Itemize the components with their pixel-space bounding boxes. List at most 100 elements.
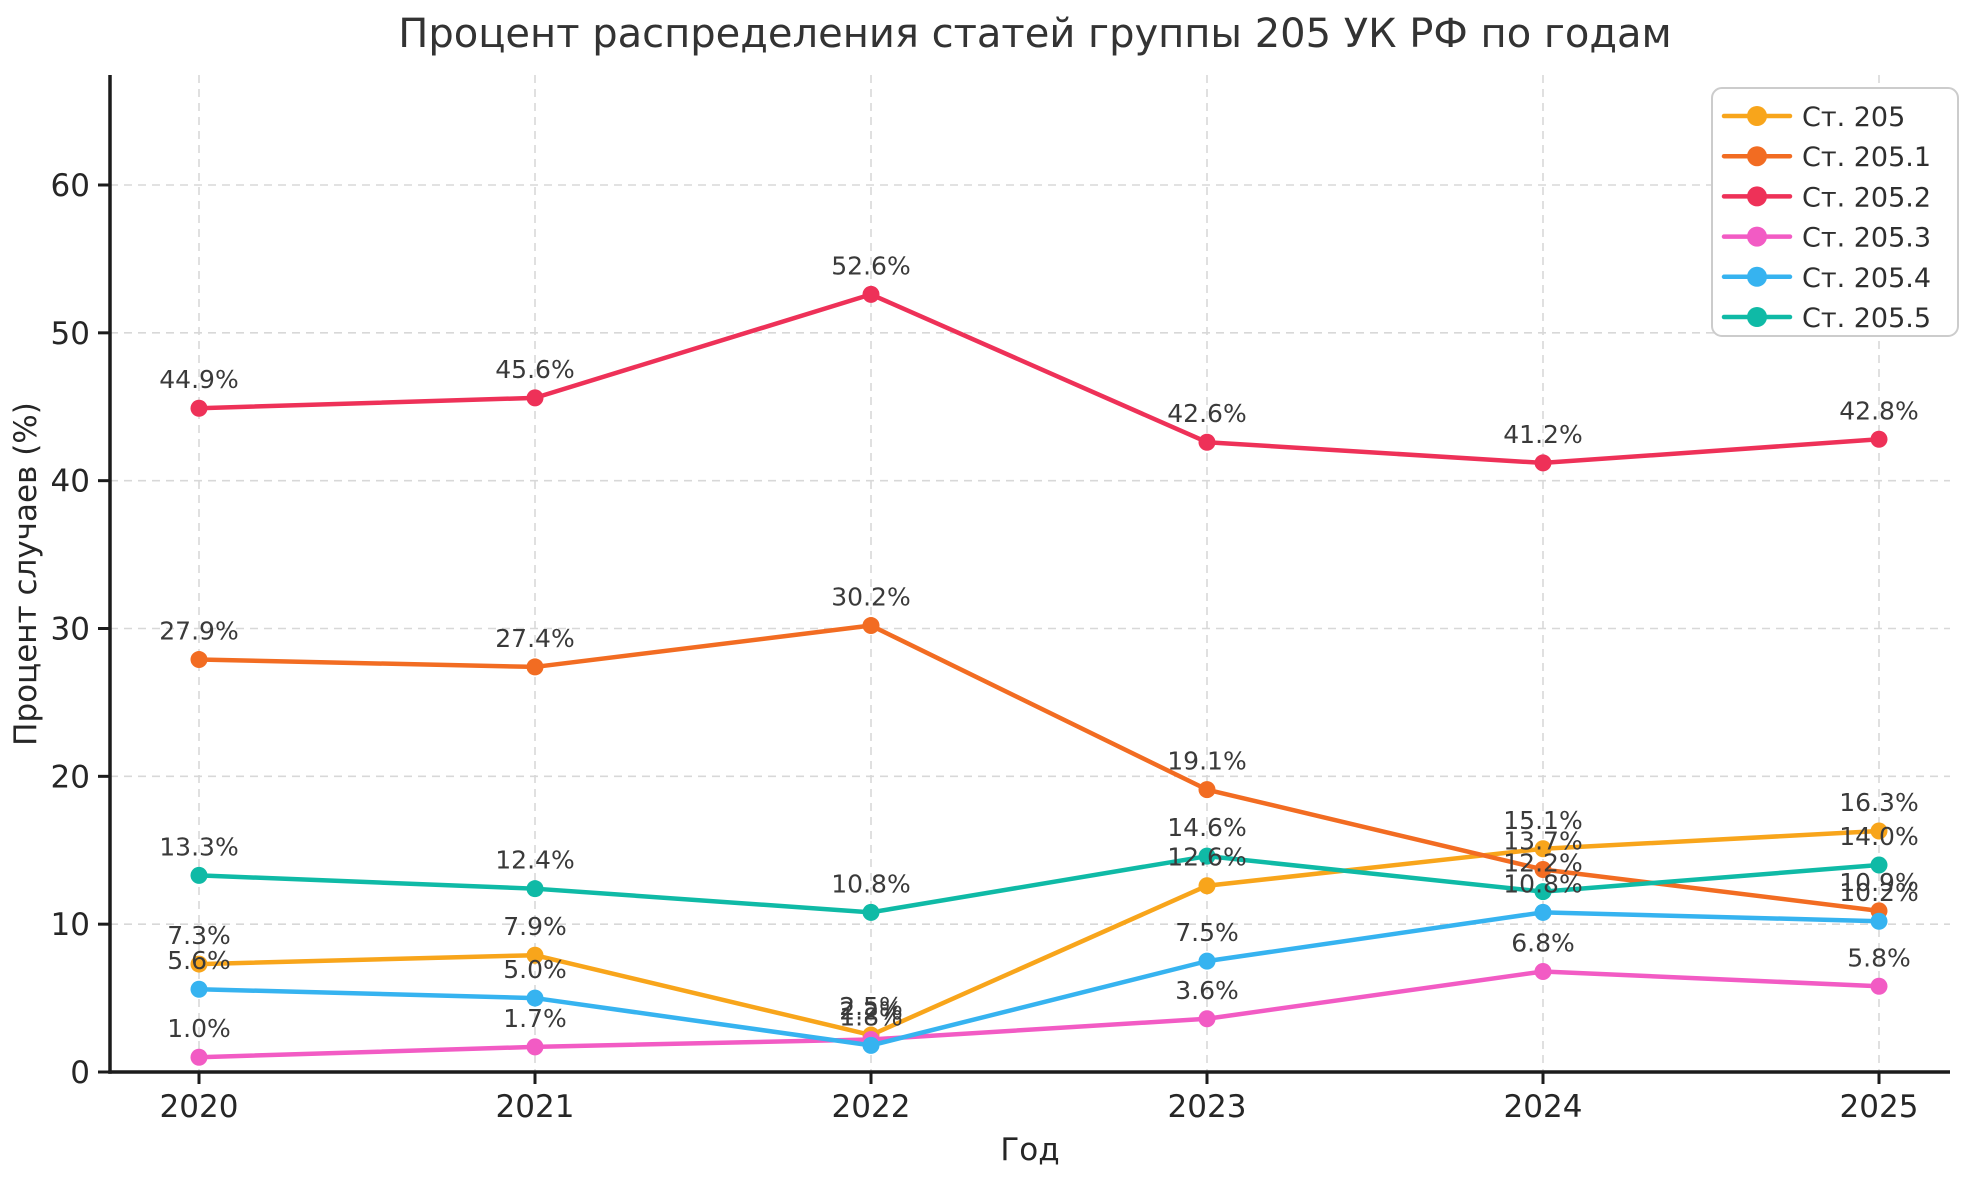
x-tick-label-2022: 2022: [832, 1089, 911, 1125]
point-label-ст-205-3-2025: 5.8%: [1847, 943, 1911, 972]
series-marker-ст-205-2-2021: [526, 389, 544, 407]
point-label-ст-205-3-2022: 2.2%: [839, 996, 903, 1025]
point-label-ст-205-2-2021: 45.6%: [495, 355, 574, 384]
series-marker-ст-205-2-2020: [190, 399, 208, 417]
legend-marker-ст-205: [1747, 106, 1767, 126]
y-tick-label-20: 20: [51, 759, 90, 795]
legend-marker-ст-205-1: [1747, 146, 1767, 167]
point-label-ст-205-2021: 7.9%: [503, 912, 567, 941]
point-label-ст-205-3-2023: 3.6%: [1175, 976, 1239, 1005]
point-label-ст-205-1-2021: 27.4%: [495, 624, 574, 653]
series-line-ст-205-1: [196, 623, 1882, 914]
point-label-ст-205-3-2020: 1.0%: [167, 1014, 231, 1043]
series-marker-ст-205-3-2025: [1870, 977, 1888, 995]
series-marker-ст-205-5-2023: [1198, 847, 1216, 865]
point-label-ст-205-5-2023: 14.6%: [1167, 813, 1246, 842]
legend-label-ст-205: Ст. 205: [1802, 102, 1905, 133]
point-label-ст-205-2025: 16.3%: [1839, 788, 1918, 817]
point-label-ст-205-2-2023: 42.6%: [1167, 399, 1246, 428]
point-label-ст-205-2024: 15.1%: [1503, 806, 1582, 835]
point-label-ст-205-2-2025: 42.8%: [1839, 396, 1918, 425]
y-tick-label-60: 60: [51, 168, 90, 204]
point-label-ст-205-4-2022: 1.8%: [839, 1002, 903, 1031]
series-marker-ст-205-2023: [1198, 877, 1216, 895]
point-label-ст-205-1-2024: 13.7%: [1503, 826, 1582, 855]
series-marker-ст-205-2024: [1534, 840, 1552, 858]
point-label-ст-205-4-2024: 10.8%: [1503, 869, 1582, 898]
point-label-ст-205-4-2021: 5.0%: [503, 955, 567, 984]
point-label-ст-205-2023: 12.6%: [1167, 843, 1246, 872]
series-marker-ст-205-1-2022: [862, 617, 880, 635]
series-marker-ст-205-2-2023: [1198, 433, 1216, 451]
point-label-ст-205-2-2024: 41.2%: [1503, 420, 1582, 449]
point-label-ст-205-5-2022: 10.8%: [831, 869, 910, 898]
series-marker-ст-205-1-2021: [526, 658, 544, 676]
point-label-ст-205-3-2021: 1.7%: [503, 1004, 567, 1033]
legend-marker-ст-205-3: [1747, 226, 1767, 247]
axes-layer: 0 10 20 30 40 50 60 2020 2021 2022 2023 2024 2025: [51, 75, 1950, 1125]
series-marker-ст-205-2021: [526, 946, 544, 964]
series-layer: [190, 285, 1888, 1066]
series-line-ст-205-5: [196, 853, 1882, 915]
legend-label-ст-205-1: Ст. 205.1: [1802, 142, 1931, 173]
point-label-ст-205-1-2020: 27.9%: [159, 617, 238, 646]
series-marker-ст-205-2-2022: [862, 285, 880, 303]
series-line-ст-205-3: [196, 969, 1882, 1060]
legend: Ст. 205 Ст. 205.1 Ст. 205.2 Ст. 205.3 Ст. 20…: [1711, 87, 1959, 337]
point-label-ст-205-5-2021: 12.4%: [495, 846, 574, 875]
legend-label-ст-205-2: Ст. 205.2: [1802, 182, 1931, 213]
series-marker-ст-205-4-2025: [1870, 912, 1888, 930]
point-label-ст-205-4-2023: 7.5%: [1175, 918, 1239, 947]
series-marker-ст-205-4-2020: [190, 980, 208, 998]
point-label-ст-205-1-2022: 30.2%: [831, 583, 910, 612]
legend-label-ст-205-5: Ст. 205.5: [1802, 303, 1931, 334]
legend-label-ст-205-3: Ст. 205.3: [1802, 223, 1931, 254]
x-tick-label-2021: 2021: [496, 1089, 575, 1125]
point-label-ст-205-1-2025: 10.9%: [1839, 868, 1918, 897]
point-label-ст-205-4-2025: 10.2%: [1839, 878, 1918, 907]
chart-title: Процент распределения статей группы 205 …: [398, 11, 1671, 57]
series-marker-ст-205-1-2023: [1198, 781, 1216, 799]
series-marker-ст-205-3-2020: [190, 1048, 208, 1066]
series-line-ст-205: [196, 828, 1882, 1038]
series-marker-ст-205-3-2024: [1534, 962, 1552, 980]
x-tick-label-2023: 2023: [1168, 1089, 1247, 1125]
point-label-ст-205-2-2020: 44.9%: [159, 365, 238, 394]
series-marker-ст-205-5-2021: [526, 880, 544, 898]
series-marker-ст-205-5-2022: [862, 903, 880, 921]
point-label-ст-205-2020: 7.3%: [167, 921, 231, 950]
x-tick-label-2020: 2020: [160, 1089, 239, 1125]
series-marker-ст-205-2-2025: [1870, 430, 1888, 448]
series-marker-ст-205-3-2021: [526, 1038, 544, 1056]
y-tick-label-50: 50: [51, 316, 90, 352]
grid-layer: [110, 75, 1950, 1072]
point-label-ст-205-5-2024: 12.2%: [1503, 849, 1582, 878]
series-marker-ст-205-2-2024: [1534, 454, 1552, 472]
y-axis-label: Процент случаев (%): [8, 402, 44, 746]
point-label-ст-205-4-2020: 5.6%: [167, 946, 231, 975]
x-tick-label-2025: 2025: [1840, 1089, 1919, 1125]
point-label-ст-205-5-2020: 13.3%: [159, 832, 238, 861]
series-line-ст-205-4: [196, 910, 1882, 1048]
x-tick-label-2024: 2024: [1504, 1089, 1583, 1125]
x-axis-label: Год: [1000, 1132, 1059, 1168]
point-label-ст-205-2022: 2.5%: [839, 992, 903, 1021]
series-marker-ст-205-1-2024: [1534, 860, 1552, 878]
point-labels-layer: 7.3% 7.9% 2.5% 12.6% 15.1% 16.3% 27.9% 27.4% 30.…: [159, 251, 1918, 1043]
series-marker-ст-205-4-2024: [1534, 903, 1552, 921]
series-marker-ст-205-4-2021: [526, 989, 544, 1007]
y-tick-label-30: 30: [51, 612, 90, 648]
series-marker-ст-205-2025: [1870, 822, 1888, 840]
series-marker-ст-205-5-2025: [1870, 856, 1888, 874]
series-marker-ст-205-5-2020: [190, 866, 208, 884]
series-marker-ст-205-5-2024: [1534, 883, 1552, 901]
point-label-ст-205-2-2022: 52.6%: [831, 251, 910, 280]
y-tick-label-40: 40: [51, 464, 90, 500]
point-label-ст-205-1-2023: 19.1%: [1167, 747, 1246, 776]
legend-marker-ст-205-4: [1747, 266, 1767, 287]
legend-box: [1711, 87, 1959, 337]
y-tick-label-0: 0: [70, 1055, 90, 1091]
legend-marker-ст-205-2: [1747, 186, 1767, 207]
point-label-ст-205-3-2024: 6.8%: [1511, 928, 1575, 957]
